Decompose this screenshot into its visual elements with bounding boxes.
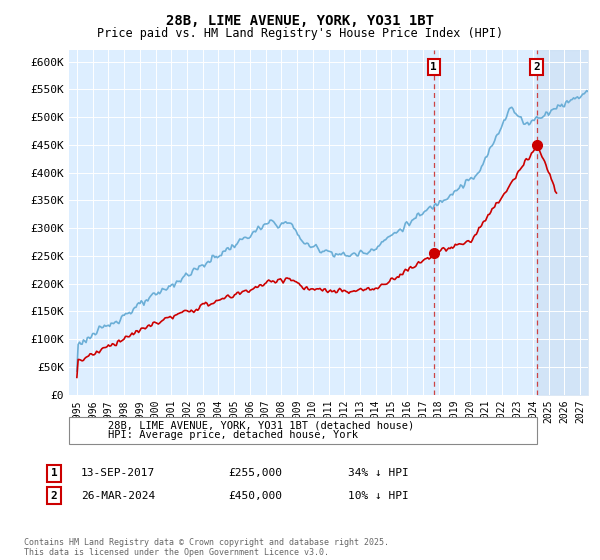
Text: —: — [75,417,85,435]
Text: 34% ↓ HPI: 34% ↓ HPI [348,468,409,478]
Text: 26-MAR-2024: 26-MAR-2024 [81,491,155,501]
Text: —: — [75,428,85,446]
Text: Price paid vs. HM Land Registry's House Price Index (HPI): Price paid vs. HM Land Registry's House … [97,27,503,40]
Text: HPI: Average price, detached house, York: HPI: Average price, detached house, York [108,430,358,440]
Text: 2: 2 [50,491,58,501]
Text: ——: —— [78,428,93,442]
Text: 10% ↓ HPI: 10% ↓ HPI [348,491,409,501]
Text: HPI: Average price, detached house, York: HPI: Average price, detached house, York [99,432,349,442]
Text: 28B, LIME AVENUE, YORK, YO31 1BT (detached house): 28B, LIME AVENUE, YORK, YO31 1BT (detach… [99,421,405,431]
Text: £255,000: £255,000 [228,468,282,478]
Text: ——: —— [78,418,93,432]
Text: 1: 1 [430,62,437,72]
Text: 28B, LIME AVENUE, YORK, YO31 1BT (detached house): 28B, LIME AVENUE, YORK, YO31 1BT (detach… [108,420,414,430]
Text: £450,000: £450,000 [228,491,282,501]
Text: 13-SEP-2017: 13-SEP-2017 [81,468,155,478]
Text: 28B, LIME AVENUE, YORK, YO31 1BT: 28B, LIME AVENUE, YORK, YO31 1BT [166,14,434,28]
Text: 1: 1 [50,468,58,478]
Text: 2: 2 [533,62,540,72]
Text: Contains HM Land Registry data © Crown copyright and database right 2025.
This d: Contains HM Land Registry data © Crown c… [24,538,389,557]
